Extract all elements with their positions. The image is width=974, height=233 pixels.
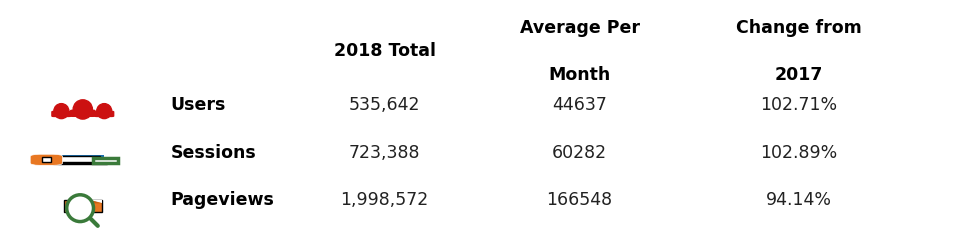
FancyBboxPatch shape [54, 163, 107, 164]
Text: 60282: 60282 [552, 144, 607, 162]
FancyBboxPatch shape [30, 154, 62, 165]
FancyBboxPatch shape [42, 157, 52, 162]
Ellipse shape [96, 104, 112, 119]
Ellipse shape [73, 100, 93, 119]
Text: Users: Users [170, 96, 226, 114]
Ellipse shape [66, 195, 94, 222]
Text: Change from: Change from [735, 19, 862, 37]
Text: Month: Month [548, 65, 611, 84]
FancyBboxPatch shape [56, 155, 104, 163]
Text: 2018 Total: 2018 Total [334, 42, 435, 60]
Ellipse shape [54, 104, 69, 119]
Text: 94.14%: 94.14% [766, 191, 832, 209]
Text: 166548: 166548 [546, 191, 613, 209]
FancyBboxPatch shape [63, 200, 102, 212]
Polygon shape [91, 200, 102, 203]
Text: 2017: 2017 [774, 65, 823, 84]
Text: Average Per: Average Per [519, 19, 640, 37]
Text: Pageviews: Pageviews [170, 191, 275, 209]
FancyBboxPatch shape [93, 158, 118, 163]
FancyBboxPatch shape [52, 111, 71, 116]
Text: 1,998,572: 1,998,572 [341, 191, 429, 209]
FancyBboxPatch shape [71, 110, 94, 116]
FancyBboxPatch shape [94, 111, 114, 116]
FancyBboxPatch shape [59, 156, 100, 162]
Text: 44637: 44637 [552, 96, 607, 114]
Text: 535,642: 535,642 [349, 96, 421, 114]
Polygon shape [91, 200, 102, 203]
Text: 102.89%: 102.89% [760, 144, 838, 162]
Text: Sessions: Sessions [170, 144, 256, 162]
Text: 102.71%: 102.71% [760, 96, 838, 114]
Text: 723,388: 723,388 [349, 144, 421, 162]
